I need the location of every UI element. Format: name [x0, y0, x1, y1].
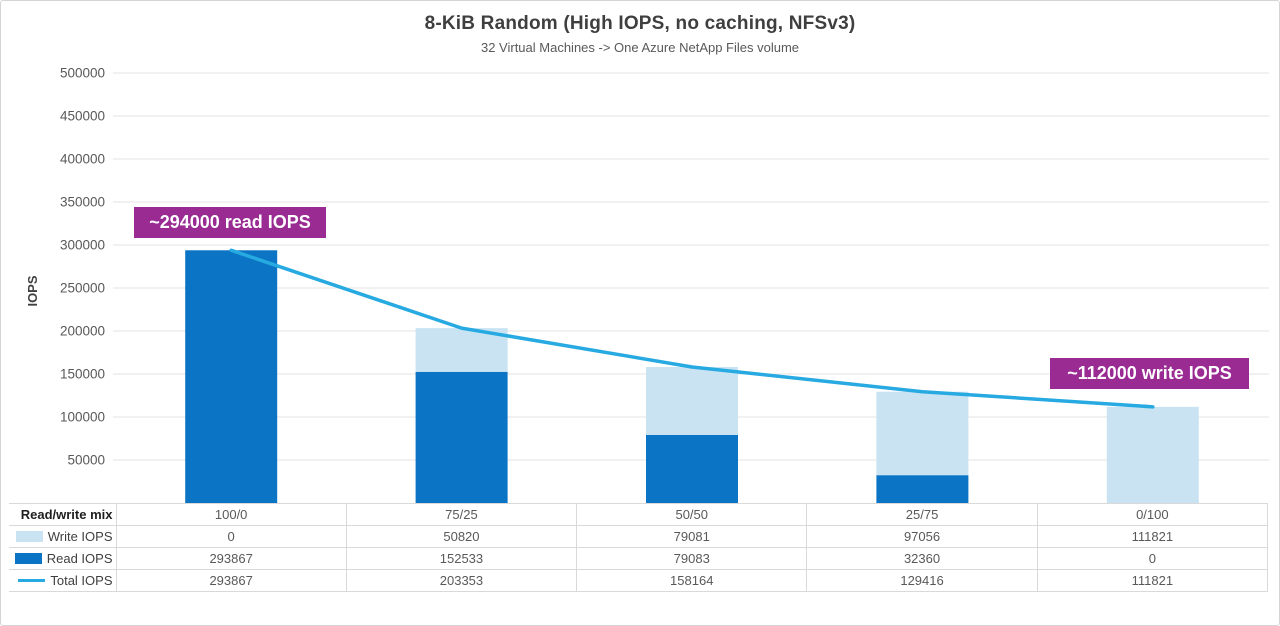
total-iops-line-swatch-icon — [18, 579, 46, 582]
write-iops-bar — [1106, 406, 1199, 503]
legend-label: Write IOPS — [47, 529, 113, 544]
write-iops-cell: 111821 — [1036, 525, 1269, 548]
y-tick-label: 500000 — [60, 66, 105, 81]
total-iops-cell: 129416 — [806, 569, 1038, 592]
write-iops-bar — [646, 366, 738, 435]
y-tick-label: 250000 — [60, 281, 105, 296]
legend-label: Read IOPS — [46, 551, 113, 566]
category-cell: 0/100 — [1036, 503, 1269, 526]
write-iops-swatch-icon — [15, 531, 43, 542]
write-iops-cell: 50820 — [345, 525, 578, 548]
read-iops-cell: 32360 — [806, 547, 1038, 570]
category-cell: 25/75 — [806, 503, 1038, 526]
category-cell: 100/0 — [115, 503, 347, 526]
category-cell: 75/25 — [345, 503, 578, 526]
total-iops-cell: 203353 — [345, 569, 578, 592]
y-tick-label: 200000 — [60, 324, 105, 339]
y-tick-label: 400000 — [60, 152, 105, 167]
write-iops-cell: 79081 — [576, 525, 808, 548]
annotation-read-iops: ~294000 read IOPS — [134, 207, 326, 238]
read-iops-swatch-icon — [14, 553, 42, 564]
y-tick-label: 450000 — [60, 109, 105, 124]
y-tick-label: 100000 — [60, 410, 105, 425]
legend-item-read-iops: Read IOPS — [9, 547, 117, 570]
y-tick-label: 150000 — [60, 367, 105, 382]
data-table: Read/write mix 100/0 75/25 50/50 25/75 0… — [9, 503, 1269, 592]
read-iops-cell: 293867 — [115, 547, 347, 570]
read-iops-bar — [646, 434, 738, 503]
read-iops-bar — [876, 475, 969, 503]
row-header-readwrite-mix: Read/write mix — [9, 503, 117, 526]
total-iops-line — [229, 248, 1155, 409]
read-iops-cell: 0 — [1036, 547, 1269, 570]
y-tick-label: 50000 — [67, 453, 105, 468]
legend-item-total-iops: Total IOPS — [9, 569, 117, 592]
write-iops-cell: 97056 — [806, 525, 1038, 548]
write-iops-bar — [415, 328, 508, 372]
total-iops-cell: 158164 — [576, 569, 808, 592]
chart-title: 8-KiB Random (High IOPS, no caching, NFS… — [424, 13, 856, 34]
table-row-categories: Read/write mix 100/0 75/25 50/50 25/75 0… — [9, 503, 1269, 526]
legend-item-write-iops: Write IOPS — [9, 525, 117, 548]
write-iops-cell: 0 — [115, 525, 347, 548]
read-iops-cell: 79083 — [576, 547, 808, 570]
annotation-write-iops: ~112000 write IOPS — [1050, 358, 1249, 389]
write-iops-bar — [876, 391, 969, 476]
y-tick-label: 300000 — [60, 238, 105, 253]
read-iops-cell: 152533 — [345, 547, 578, 570]
table-row-total-iops: Total IOPS 293867 203353 158164 129416 1… — [9, 569, 1269, 592]
table-row-read-iops: Read IOPS 293867 152533 79083 32360 0 — [9, 547, 1269, 570]
read-iops-bar — [415, 371, 508, 503]
category-cell: 50/50 — [576, 503, 808, 526]
table-row-write-iops: Write IOPS 0 50820 79081 97056 111821 — [9, 525, 1269, 548]
total-iops-cell: 293867 — [115, 569, 347, 592]
chart-subtitle: 32 Virtual Machines -> One Azure NetApp … — [480, 40, 800, 55]
read-iops-bar — [185, 250, 278, 503]
total-iops-cell: 111821 — [1036, 569, 1269, 592]
y-tick-label: 350000 — [60, 195, 105, 210]
legend-label: Total IOPS — [50, 573, 113, 588]
